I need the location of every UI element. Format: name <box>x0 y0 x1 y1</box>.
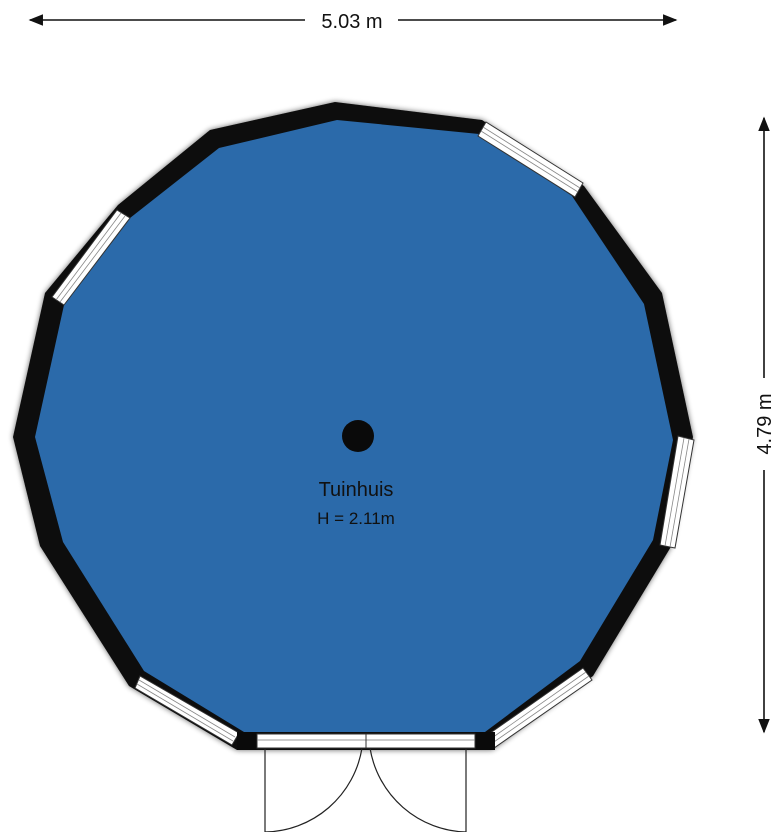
center-pole-icon <box>342 420 374 452</box>
window-top-right <box>477 121 584 198</box>
width-dimension: 5.03 m <box>28 11 678 33</box>
window-bottom-left <box>134 675 240 746</box>
window-right <box>659 435 695 549</box>
height-dimension: 4.79 m <box>754 116 776 734</box>
room-name: Tuinhuis <box>319 479 394 501</box>
windows <box>51 121 695 749</box>
width-dimension-label: 5.03 m <box>321 11 382 33</box>
window-left-upper <box>51 209 131 306</box>
double-door-icon <box>237 732 495 832</box>
room-height: H = 2.11m <box>317 509 395 528</box>
window-bottom-right <box>485 667 593 749</box>
height-dimension-label: 4.79 m <box>754 393 776 454</box>
